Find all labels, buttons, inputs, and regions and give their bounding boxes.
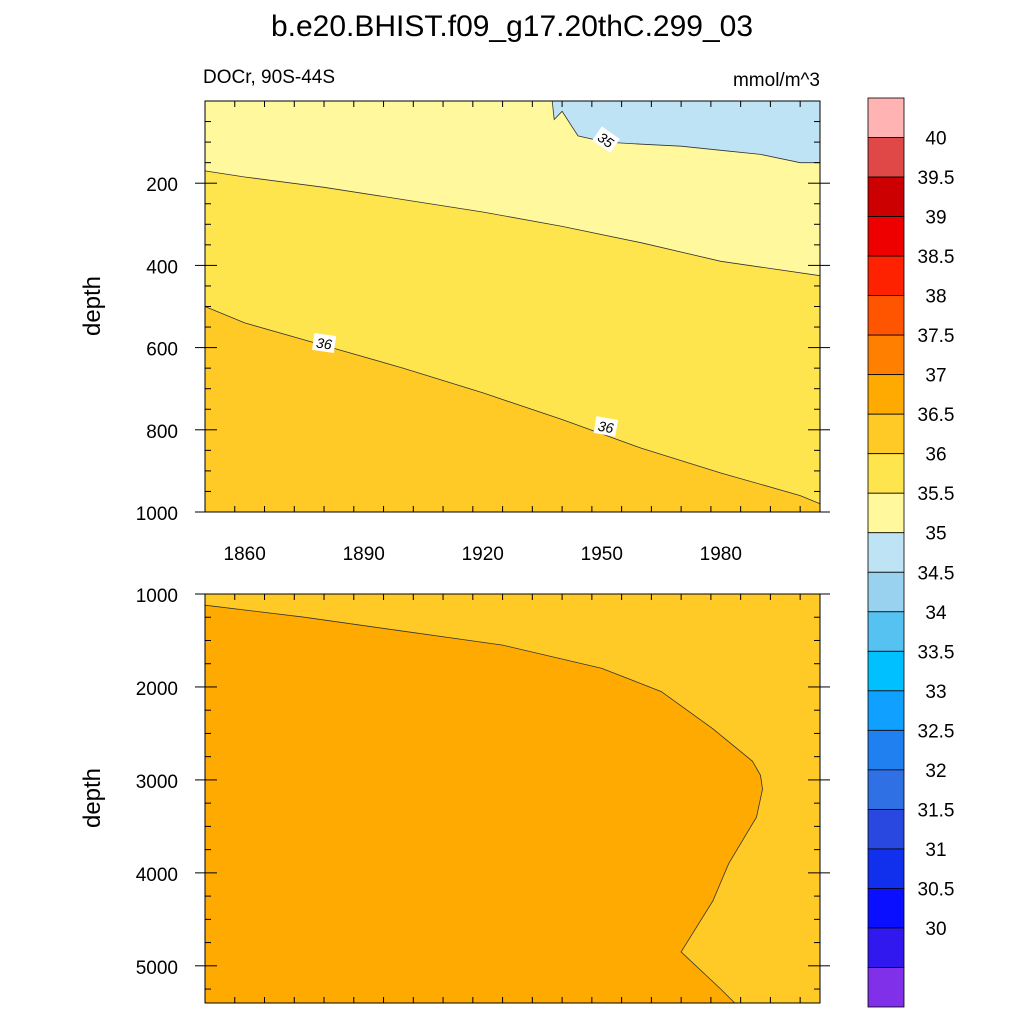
colorbar-swatch: [867, 453, 905, 494]
colorbar-swatch: [867, 374, 905, 415]
colorbar-label: 36: [925, 445, 946, 466]
contour-label-bg: [312, 333, 337, 353]
y-tick-label: 1000: [136, 504, 178, 525]
contour-label-text: 36: [315, 334, 333, 352]
colorbar-label: 35.5: [918, 484, 955, 505]
colorbar-swatch: [867, 769, 905, 810]
colorbar-swatch: [867, 532, 905, 573]
colorbar-label: 37.5: [918, 326, 955, 347]
colorbar-swatch: [867, 690, 905, 731]
lower-ylabel: depth: [79, 768, 106, 828]
y-tick-label: 400: [146, 257, 178, 278]
contour-line-35: [551, 100, 820, 164]
colorbar-label: 33.5: [918, 642, 955, 663]
colorbar-label: 39.5: [918, 168, 955, 189]
colorbar-swatch: [867, 255, 905, 297]
contour-label: 36: [593, 416, 619, 437]
colorbar-label: 32: [925, 761, 946, 782]
contour-label-bg: [593, 416, 619, 437]
colorbar-label: 30: [925, 919, 946, 940]
y-tick-label: 3000: [136, 772, 178, 793]
colorbar-label: 34: [925, 603, 947, 624]
colorbar: 40 39.5 39 38.5 38 37.5 37 36.5 36 35.5 35 34.5 34 33…: [867, 97, 955, 1008]
colorbar-label: 40: [925, 129, 946, 150]
colorbar-swatch: [867, 492, 905, 534]
y-tick-label: 600: [146, 340, 178, 361]
colorbar-label: 31.5: [918, 800, 955, 821]
colorbar-swatch: [867, 967, 905, 1008]
contour-line-36.5: [204, 604, 763, 1004]
contour-line-35.5: [204, 170, 821, 277]
colorbar-swatch: [867, 413, 905, 455]
colorbar-swatch: [867, 650, 905, 692]
x-tick-label: 1980: [700, 544, 742, 565]
lower-panel: 1000 2000 3000 4000 5000: [136, 586, 830, 1004]
colorbar-label: 37: [925, 366, 946, 387]
x-tick-label: 1950: [581, 544, 623, 565]
colorbar-swatch: [867, 808, 905, 850]
colorbar-label: 35: [925, 524, 946, 545]
colorbar-swatch: [867, 334, 905, 376]
x-tick-label: 1860: [224, 544, 266, 565]
colorbar-label: 33: [925, 682, 946, 703]
plot-frame: [204, 593, 821, 1004]
upper-panel: 35 36 36 200 400 600 800 1000 1860 1890 1920 1950 19…: [136, 100, 830, 565]
colorbar-swatch: [867, 848, 905, 889]
region-36.5-37: [205, 605, 763, 1003]
contour-label: 36: [312, 333, 337, 353]
colorbar-swatch: [867, 729, 905, 771]
colorbar-swatch: [867, 137, 905, 178]
contour-label: 35: [592, 126, 620, 153]
colorbar-swatch: [867, 888, 905, 929]
colorbar-swatch: [867, 295, 905, 336]
contour-label-text: 36: [597, 418, 615, 436]
y-tick-label: 5000: [136, 958, 178, 979]
x-tick-label: 1920: [462, 544, 504, 565]
y-tick-label: 4000: [136, 865, 178, 886]
subtitle-left: DOCr, 90S-44S: [203, 67, 335, 88]
region-34.5-35: [552, 101, 820, 163]
colorbar-swatch: [867, 927, 905, 968]
colorbar-label: 34.5: [918, 563, 955, 584]
contour-label-bg: [592, 126, 620, 153]
y-tick-label: 2000: [136, 679, 178, 700]
x-tick-label: 1890: [343, 544, 385, 565]
chart-title: b.e20.BHIST.f09_g17.20thC.299_03: [271, 10, 753, 43]
y-tick-label: 200: [146, 175, 178, 196]
colorbar-swatch: [867, 176, 905, 217]
colorbar-swatch: [867, 97, 905, 138]
subtitle-right: mmol/m^3: [733, 70, 820, 91]
contour-line-36: [204, 306, 821, 505]
y-tick-label: 1000: [136, 586, 178, 607]
region-36-36.5: [205, 306, 820, 512]
colorbar-swatch: [867, 216, 905, 257]
colorbar-label: 36.5: [918, 405, 955, 426]
colorbar-label: 30.5: [918, 879, 955, 900]
upper-ylabel: depth: [79, 276, 106, 336]
colorbar-label: 39: [925, 208, 946, 229]
colorbar-label: 31: [925, 840, 946, 861]
colorbar-swatch: [867, 611, 905, 652]
colorbar-label: 38.5: [918, 247, 955, 268]
colorbar-label: 32.5: [918, 721, 955, 742]
colorbar-swatch: [867, 571, 905, 613]
y-tick-label: 800: [146, 422, 178, 443]
colorbar-label: 38: [925, 287, 946, 308]
